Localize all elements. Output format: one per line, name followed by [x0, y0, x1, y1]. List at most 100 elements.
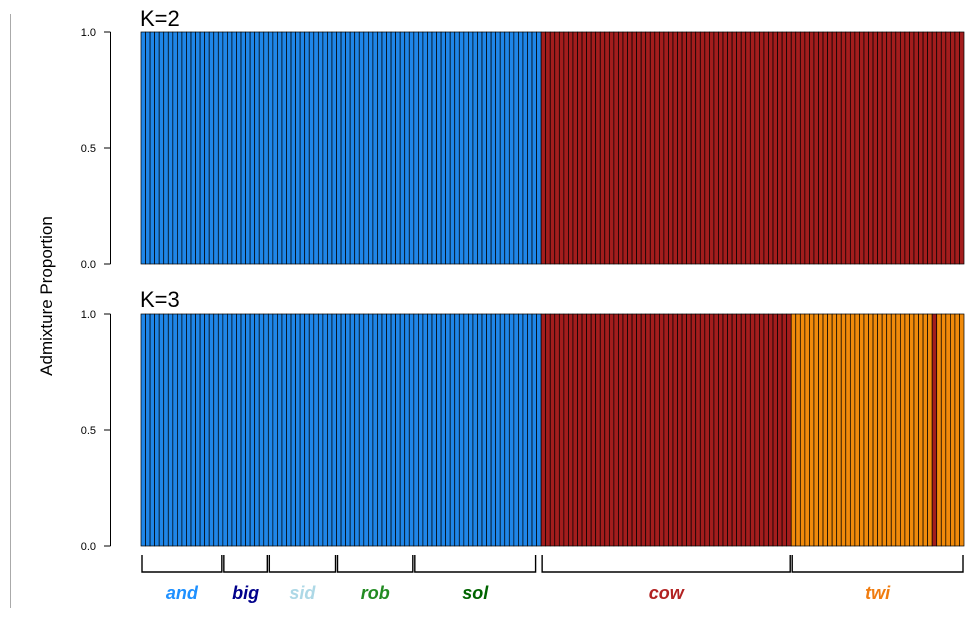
- admixture-bar: [368, 31, 374, 265]
- admixture-bar: [631, 31, 637, 265]
- panel-k3: K=3 1.0 0.5 0.0: [81, 287, 965, 553]
- admixture-bar: [540, 31, 547, 265]
- y-tick-label: 0.0: [81, 259, 96, 271]
- admixture-bar: [208, 31, 215, 265]
- admixture-bar: [831, 31, 838, 265]
- admixture-bar: [213, 313, 219, 547]
- admixture-bar: [258, 31, 265, 265]
- admixture-bar: [449, 31, 456, 265]
- admixture-bar: [490, 313, 497, 547]
- admixture-bar: [827, 313, 833, 547]
- admixture-bar: [936, 31, 942, 265]
- admixture-bar: [763, 313, 769, 547]
- admixture-bar: [940, 31, 947, 265]
- admixture-bar: [263, 31, 269, 265]
- admixture-bar: [649, 31, 656, 265]
- admixture-bar: [222, 31, 228, 265]
- admixture-bar: [181, 31, 187, 265]
- admixture-bar: [572, 313, 578, 547]
- admixture-bar: [508, 31, 515, 265]
- admixture-bar: [913, 313, 919, 547]
- admixture-bar: [372, 31, 378, 265]
- admixture-bar: [622, 31, 628, 265]
- admixture-bar: [477, 31, 483, 265]
- admixture-bar: [249, 31, 256, 265]
- admixture-bar: [840, 31, 847, 265]
- admixture-bar: [668, 31, 674, 265]
- admixture-bar: [331, 313, 337, 547]
- admixture-bar: [513, 31, 519, 265]
- admixture-bar: [345, 31, 351, 265]
- admixture-bar: [354, 31, 360, 265]
- admixture-bar: [458, 31, 465, 265]
- admixture-bar: [890, 31, 897, 265]
- admixture-bar: [531, 313, 537, 547]
- admixture-bar: [481, 31, 487, 265]
- admixture-bar: [427, 313, 433, 547]
- admixture-bar: [199, 313, 206, 547]
- admixture-bar: [645, 31, 651, 265]
- admixture-bar: [531, 31, 537, 265]
- admixture-bar: [736, 313, 742, 547]
- admixture-bar: [927, 31, 933, 265]
- admixture-bar: [258, 313, 265, 547]
- admixture-bar: [390, 31, 396, 265]
- admixture-bar: [490, 31, 497, 265]
- admixture-bar: [536, 31, 542, 265]
- admixture-bar: [545, 313, 551, 547]
- admixture-bar: [390, 313, 396, 547]
- population-label-twi: twi: [865, 583, 891, 603]
- admixture-bar: [927, 313, 933, 547]
- admixture-bar: [181, 313, 187, 547]
- admixture-bar: [636, 313, 642, 547]
- admixture-bar: [495, 31, 501, 265]
- admixture-bar: [627, 31, 633, 265]
- population-bracket: [336, 555, 414, 573]
- admixture-bar: [940, 313, 947, 547]
- admixture-bar: [945, 31, 951, 265]
- admixture-bar: [872, 31, 878, 265]
- admixture-bar: [781, 31, 788, 265]
- admixture-bar: [672, 313, 678, 547]
- admixture-bar: [895, 313, 901, 547]
- admixture-bar: [736, 31, 742, 265]
- admixture-bar: [959, 31, 965, 265]
- admixture-bar: [581, 31, 587, 265]
- admixture-bar: [568, 313, 574, 547]
- admixture-bar: [227, 31, 233, 265]
- admixture-bar: [308, 31, 315, 265]
- admixture-bar: [327, 313, 333, 547]
- admixture-bar: [604, 313, 610, 547]
- population-label-big: big: [232, 583, 259, 603]
- admixture-bar: [277, 31, 283, 265]
- admixture-bar: [513, 313, 519, 547]
- admixture-bar: [563, 313, 569, 547]
- admixture-bar: [895, 31, 901, 265]
- admixture-bar: [140, 31, 146, 265]
- admixture-bar: [395, 313, 401, 547]
- admixture-bar: [699, 313, 706, 547]
- admixture-bar: [386, 31, 392, 265]
- admixture-bar: [658, 31, 665, 265]
- admixture-bar: [313, 313, 319, 547]
- admixture-bar: [690, 313, 697, 547]
- admixture-bar: [358, 31, 365, 265]
- admixture-bar: [195, 31, 201, 265]
- admixture-bar: [149, 31, 155, 265]
- admixture-bar: [245, 313, 251, 547]
- admixture-bar: [563, 31, 569, 265]
- admixture-bar: [881, 31, 888, 265]
- population-label-sol: sol: [462, 583, 489, 603]
- admixture-bar: [677, 313, 683, 547]
- admixture-bar: [377, 31, 383, 265]
- admixture-bar: [518, 31, 524, 265]
- admixture-bar: [809, 313, 815, 547]
- admixture-bar: [754, 31, 760, 265]
- population-bracket: [141, 555, 223, 573]
- admixture-bar: [449, 313, 456, 547]
- admixture-bar: [786, 31, 792, 265]
- population-bracket: [414, 555, 537, 573]
- admixture-bar: [404, 31, 410, 265]
- admixture-bar: [472, 31, 478, 265]
- admixture-bar: [859, 313, 865, 547]
